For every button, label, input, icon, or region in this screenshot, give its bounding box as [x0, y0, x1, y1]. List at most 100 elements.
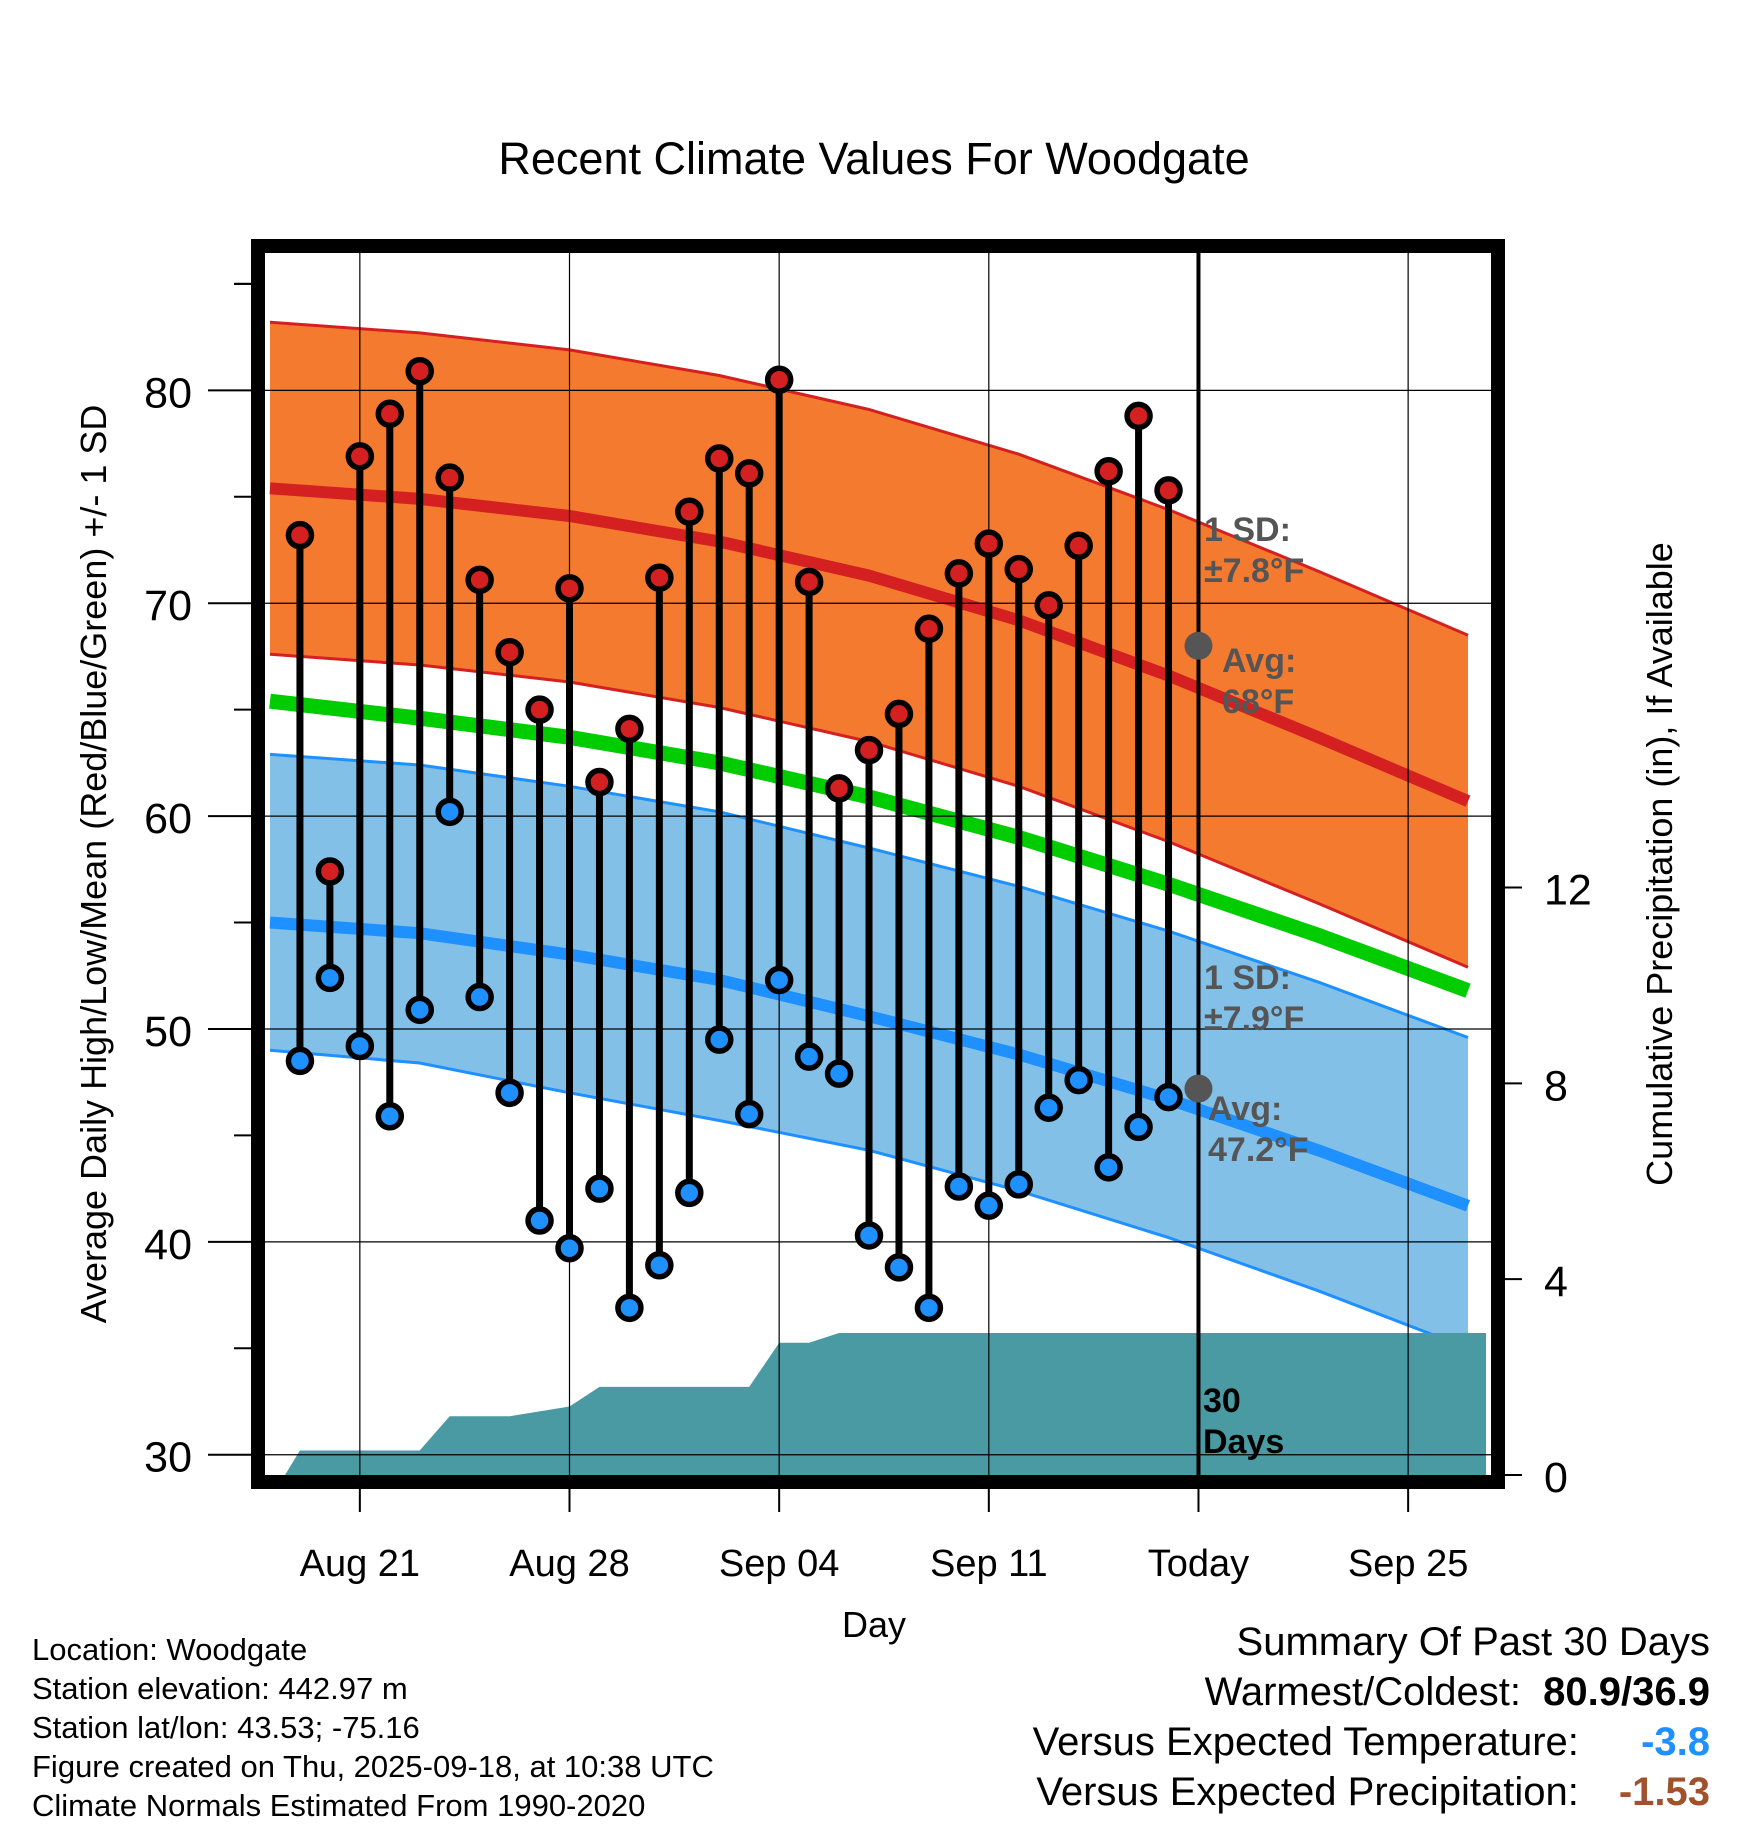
- daily-low-point: [1124, 1112, 1153, 1142]
- summary-title: Summary Of Past 30 Days: [1236, 1620, 1710, 1664]
- daily-high-point: [1004, 554, 1034, 584]
- x-tick-label: Today: [1148, 1543, 1249, 1585]
- daily-high-point: [944, 559, 974, 588]
- daily-low-point: [1004, 1170, 1034, 1199]
- daily-high-point: [525, 695, 554, 724]
- high-avg-value: 68°F: [1222, 683, 1294, 721]
- daily-low-point: [555, 1233, 584, 1263]
- y-tick-label: 40: [144, 1221, 192, 1269]
- daily-low-point: [315, 963, 345, 993]
- today-high-normal-marker: [1184, 631, 1213, 660]
- chart-title: Recent Climate Values For Woodgate: [498, 133, 1249, 184]
- daily-low-point: [345, 1031, 375, 1061]
- daily-low-point: [285, 1046, 315, 1076]
- summary-precip-label: Versus Expected Precipitation:: [1036, 1770, 1579, 1814]
- daily-high-point: [824, 774, 854, 803]
- x-tick-label: Sep 11: [930, 1543, 1048, 1585]
- daily-high-point: [764, 365, 794, 394]
- daily-high-point: [495, 637, 524, 667]
- daily-low-point: [884, 1253, 914, 1282]
- y-tick-label: 80: [144, 369, 192, 417]
- high-avg-label: Avg:: [1222, 642, 1296, 680]
- daily-low-point: [944, 1172, 974, 1201]
- daily-high-point: [854, 735, 884, 765]
- y2-tick-label: 0: [1544, 1454, 1568, 1502]
- daily-low-point: [794, 1042, 824, 1071]
- summary-warm-cold-label: Warmest/Coldest:: [1204, 1670, 1521, 1714]
- daily-high-point: [1124, 401, 1153, 431]
- summary-temp-label: Versus Expected Temperature:: [1032, 1720, 1579, 1764]
- daily-high-point: [615, 714, 644, 744]
- x-tick-label: Aug 28: [509, 1543, 629, 1585]
- info-location: Location: Woodgate: [32, 1632, 308, 1667]
- y2-tick-label: 8: [1544, 1062, 1568, 1110]
- x-tick-label: Sep 25: [1348, 1543, 1468, 1585]
- y-tick-label: 30: [144, 1434, 192, 1482]
- daily-high-point: [1094, 457, 1123, 486]
- daily-high-point: [375, 399, 405, 429]
- daily-low-point: [705, 1025, 734, 1054]
- y2-tick-label: 4: [1544, 1258, 1568, 1306]
- daily-low-point: [734, 1099, 764, 1129]
- daily-high-point: [645, 563, 674, 592]
- precipitation-area: [285, 1333, 1486, 1475]
- y2-axis-title: Cumulative Precipitation (in), If Availa…: [1639, 542, 1680, 1186]
- daily-high-point: [705, 444, 734, 473]
- daily-low-point: [675, 1178, 704, 1208]
- summary-precip: Versus Expected Precipitation: -1.53: [1036, 1770, 1710, 1815]
- daily-low-point: [854, 1221, 884, 1250]
- daily-low-point: [645, 1251, 674, 1280]
- x-tick-label: Aug 21: [300, 1543, 420, 1585]
- daily-low-point: [1154, 1082, 1183, 1112]
- avg-high-line: [269, 482, 1471, 807]
- low-avg-value: 47.2°F: [1208, 1131, 1309, 1169]
- summary-warm-cold-value: 80.9/36.9: [1543, 1670, 1710, 1714]
- summary-temp-value: -3.8: [1641, 1720, 1710, 1764]
- high-sd-label: 1 SD:: [1204, 511, 1291, 549]
- daily-low-point: [615, 1293, 644, 1323]
- daily-low-point: [435, 797, 464, 827]
- daily-high-point: [1154, 476, 1183, 505]
- daily-low-point: [495, 1078, 524, 1108]
- summary-precip-value: -1.53: [1618, 1770, 1710, 1814]
- low-sd-label: 1 SD:: [1204, 959, 1291, 997]
- daily-high-point: [974, 529, 1004, 558]
- low-sd-value: ±7.9°F: [1204, 1000, 1304, 1038]
- daily-high-point: [794, 567, 824, 597]
- daily-low-point: [974, 1191, 1004, 1220]
- daily-high-point: [585, 767, 614, 797]
- daily-low-point: [914, 1293, 944, 1323]
- daily-low-point: [824, 1059, 854, 1088]
- y-tick-label: 70: [144, 582, 192, 630]
- y-axis-title: Average Daily High/Low/Mean (Red/Blue/Gr…: [73, 405, 114, 1324]
- daily-low-point: [764, 965, 794, 995]
- info-elevation: Station elevation: 442.97 m: [32, 1671, 408, 1706]
- daily-high-point: [555, 574, 584, 603]
- info-created: Figure created on Thu, 2025-09-18, at 10…: [32, 1749, 714, 1784]
- daily-high-point: [405, 356, 434, 386]
- info-normals: Climate Normals Estimated From 1990-2020: [32, 1788, 646, 1823]
- plot-frame: [251, 239, 1505, 1489]
- daily-low-point: [1034, 1093, 1063, 1122]
- daily-high-point: [675, 497, 704, 526]
- daily-high-point: [465, 565, 494, 595]
- y-tick-label: 50: [144, 1008, 192, 1056]
- daily-low-point: [525, 1206, 554, 1235]
- today-low-normal-marker: [1184, 1074, 1213, 1103]
- daily-low-point: [1064, 1065, 1093, 1095]
- daily-low-point: [375, 1102, 405, 1131]
- window-label-days: Days: [1203, 1423, 1284, 1461]
- daily-high-point: [285, 520, 315, 550]
- summary-warm-cold: Warmest/Coldest: 80.9/36.9: [1205, 1670, 1710, 1715]
- daily-high-point: [1064, 531, 1093, 561]
- daily-low-point: [585, 1174, 614, 1203]
- daily-high-point: [345, 442, 375, 471]
- daily-high-point: [1034, 591, 1063, 620]
- window-label-number: 30: [1203, 1382, 1241, 1420]
- daily-high-point: [914, 614, 944, 644]
- daily-high-point: [315, 857, 345, 886]
- summary-temp: Versus Expected Temperature: -3.8: [1033, 1720, 1710, 1765]
- y2-tick-label: 12: [1544, 866, 1592, 914]
- y-tick-label: 60: [144, 795, 192, 843]
